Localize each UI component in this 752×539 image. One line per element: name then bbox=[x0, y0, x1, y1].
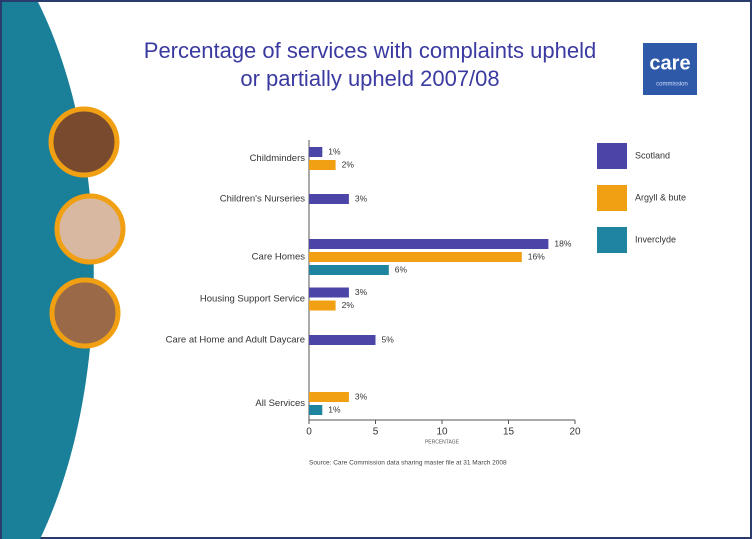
value-label: 2% bbox=[342, 159, 355, 169]
legend-label: Argyll & bute bbox=[635, 192, 686, 202]
bar bbox=[309, 239, 549, 249]
legend-swatch bbox=[597, 143, 627, 169]
x-tick-label: 5 bbox=[373, 427, 379, 438]
legend-label: Inverclyde bbox=[635, 234, 676, 244]
legend-swatch bbox=[597, 227, 627, 253]
value-label: 5% bbox=[382, 334, 395, 344]
bar bbox=[309, 265, 389, 275]
x-axis-label: PERCENTAGE bbox=[425, 439, 460, 445]
bar bbox=[309, 160, 336, 170]
value-label: 16% bbox=[528, 251, 545, 261]
legend-swatch bbox=[597, 185, 627, 211]
y-tick-label: Housing Support Service bbox=[200, 294, 305, 305]
y-tick-label: Care at Home and Adult Daycare bbox=[166, 335, 305, 346]
x-tick-label: 20 bbox=[569, 427, 581, 438]
bar bbox=[309, 252, 522, 262]
bar bbox=[309, 335, 376, 345]
value-label: 1% bbox=[328, 404, 341, 414]
value-label: 3% bbox=[355, 193, 368, 203]
y-tick-label: All Services bbox=[255, 398, 305, 409]
y-tick-label: Children's Nurseries bbox=[220, 194, 305, 205]
bar bbox=[309, 392, 349, 402]
bar bbox=[309, 405, 323, 415]
x-tick-label: 10 bbox=[436, 427, 448, 438]
value-label: 2% bbox=[342, 300, 355, 310]
logo-box bbox=[643, 43, 697, 95]
bar bbox=[309, 300, 336, 311]
bar bbox=[309, 147, 323, 157]
face bbox=[48, 106, 126, 349]
bar bbox=[309, 194, 349, 204]
value-label: 3% bbox=[355, 391, 368, 401]
value-label: 3% bbox=[355, 287, 368, 297]
legend-label: Scotland bbox=[635, 150, 670, 160]
logo-subtext: commission bbox=[656, 82, 688, 88]
chart-title: Percentage of services with complaints u… bbox=[144, 38, 596, 91]
value-label: 18% bbox=[554, 238, 571, 248]
y-tick-label: Childminders bbox=[250, 153, 306, 164]
value-label: 1% bbox=[328, 146, 341, 156]
bar bbox=[309, 287, 349, 298]
x-tick-label: 15 bbox=[503, 427, 515, 438]
value-label: 6% bbox=[395, 264, 408, 274]
y-tick-label: Care Homes bbox=[252, 252, 306, 263]
x-tick-label: 0 bbox=[306, 427, 312, 438]
source-note: Source: Care Commission data sharing mas… bbox=[309, 460, 507, 467]
logo-text: care bbox=[649, 52, 690, 74]
